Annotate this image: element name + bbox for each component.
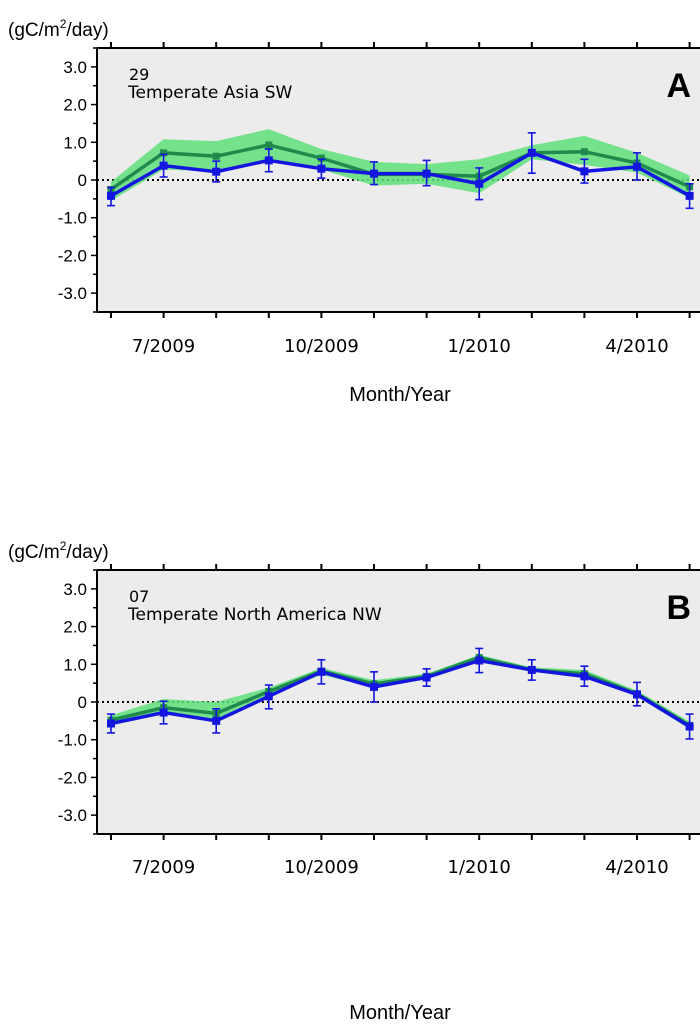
x-tick-label: 7/2009 <box>132 857 195 878</box>
data-point <box>422 673 431 682</box>
y-tick-label: -2.0 <box>58 768 87 787</box>
data-point <box>580 672 589 681</box>
data-point <box>317 164 326 173</box>
region-name: Temperate North America NW <box>127 605 382 625</box>
y-unit-label: (gC/m2/day) <box>8 17 109 41</box>
series-line <box>110 658 691 729</box>
x-tick-label: 7/2009 <box>132 336 195 357</box>
y-tick-label: 1.0 <box>63 133 87 152</box>
y-tick-label: 2.0 <box>63 618 87 637</box>
y-tick-label: 3.0 <box>63 58 87 77</box>
data-point <box>685 722 694 731</box>
y-tick-label: -1.0 <box>58 731 87 750</box>
chart-panel-b: 3.0 2.0 1.0 0 -1.0 -2.0 -3.0 (gC/m2/day) 07Tempe… <box>8 539 700 1024</box>
y-unit-label: (gC/m2/day) <box>8 539 109 563</box>
y-tick-label: 0 <box>78 693 87 712</box>
data-point <box>580 167 589 176</box>
y-tick-label: -2.0 <box>58 246 87 265</box>
data-point <box>160 149 168 157</box>
data-point <box>370 169 378 178</box>
data-point <box>107 191 115 200</box>
x-axis-label: Month/Year <box>349 1002 451 1024</box>
data-point <box>265 141 273 149</box>
data-point <box>107 719 115 728</box>
data-point <box>159 708 168 717</box>
series-line <box>110 150 691 198</box>
panel-label: A <box>666 67 691 105</box>
data-point <box>212 716 221 725</box>
y-tick-label: 1.0 <box>63 655 87 674</box>
y-tick-label: 0 <box>78 171 87 190</box>
y-tick-label: -1.0 <box>58 209 87 228</box>
x-tick-label: 10/2009 <box>284 336 359 357</box>
region-name: Temperate Asia SW <box>127 83 293 103</box>
x-axis-label: Month/Year <box>349 384 451 406</box>
data-point <box>633 162 641 171</box>
data-point <box>633 690 641 699</box>
x-tick-label: 4/2010 <box>605 857 668 878</box>
x-tick-label: 1/2010 <box>448 857 511 878</box>
data-point <box>527 148 536 157</box>
data-point <box>685 191 694 200</box>
data-point <box>264 692 273 701</box>
data-point <box>159 161 168 170</box>
data-point <box>475 179 484 188</box>
data-point <box>422 169 431 178</box>
y-tick-label: 2.0 <box>63 96 87 115</box>
data-point <box>475 656 484 665</box>
series-line <box>110 655 691 727</box>
region-id: 07 <box>129 587 149 606</box>
x-tick-label: 1/2010 <box>448 336 511 357</box>
x-tick-label: 4/2010 <box>605 336 668 357</box>
data-point <box>527 665 536 674</box>
panel-label: B <box>666 589 691 627</box>
data-point <box>370 682 378 691</box>
data-point <box>212 152 220 160</box>
x-tick-label: 10/2009 <box>284 857 359 878</box>
y-tick-label: 3.0 <box>63 580 87 599</box>
chart-panel-a: 3.0 2.0 1.0 0 -1.0 -2.0 -3.0 (gC/m2/day) 29Tempe… <box>8 17 700 406</box>
data-point <box>212 167 221 176</box>
y-tick-label: -3.0 <box>58 806 87 825</box>
region-id: 29 <box>129 65 149 84</box>
data-point <box>580 148 588 156</box>
series-1 <box>107 132 694 210</box>
data-point <box>264 156 273 165</box>
data-point <box>317 667 326 676</box>
data-point <box>317 154 325 162</box>
series-1 <box>107 647 694 740</box>
y-tick-label: -3.0 <box>58 284 87 303</box>
